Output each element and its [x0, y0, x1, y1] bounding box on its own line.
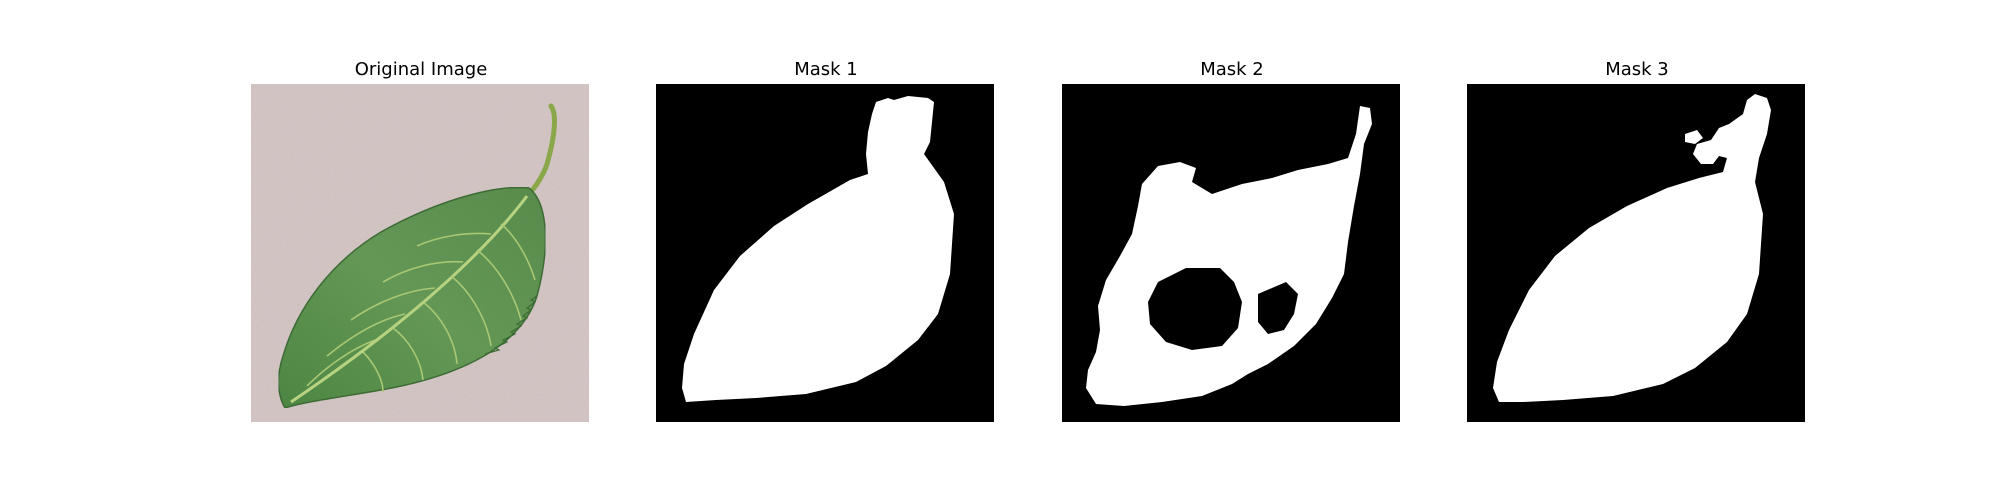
- mask-1-foreground: [682, 96, 954, 402]
- mask-2-foreground: [1086, 106, 1372, 406]
- panel-title-mask-2: Mask 2: [1200, 59, 1264, 80]
- mask-3-foreground: [1493, 94, 1771, 402]
- mask-2-image: [1062, 84, 1400, 422]
- panel-title-mask-3: Mask 3: [1605, 59, 1669, 80]
- original-leaf-image: [251, 84, 589, 422]
- panel-title-original: Original Image: [354, 59, 488, 80]
- leaf-veins: [306, 223, 536, 393]
- leaf-stem: [524, 103, 557, 199]
- mask-1-image: [656, 84, 994, 422]
- leaf-serration: [484, 295, 538, 355]
- mask-3-image: [1467, 84, 1805, 422]
- panel-title-mask-1: Mask 1: [794, 59, 858, 80]
- leaf-midrib: [290, 195, 529, 404]
- mask-3-speck: [1685, 130, 1703, 144]
